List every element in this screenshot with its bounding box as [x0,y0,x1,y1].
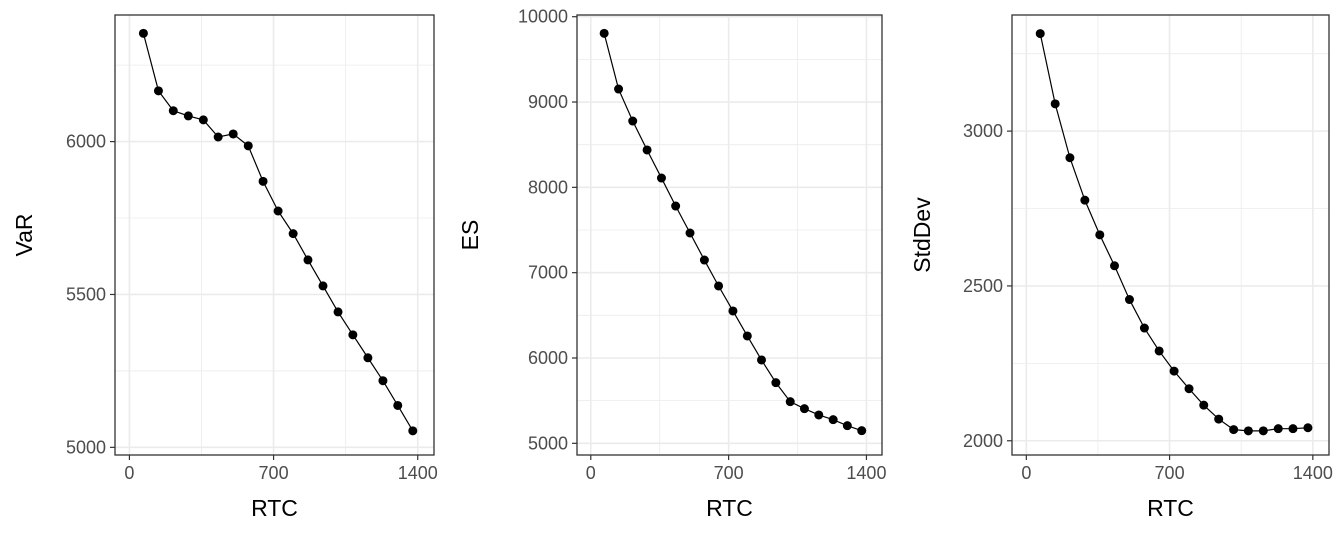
data-point [378,376,388,386]
x-tick-label: 0 [586,463,596,483]
data-point [1139,323,1149,333]
data-point [153,86,163,96]
data-point [1050,99,1060,109]
data-point [1273,424,1283,434]
data-point [348,330,358,340]
panel-border [1011,14,1330,456]
y-tick-label: 5000 [528,433,568,453]
data-point [1124,295,1134,305]
data-point [1110,261,1120,271]
panel-background [577,15,882,455]
x-tick-label: 700 [259,463,289,483]
data-point [1258,426,1268,436]
y-tick-label: 6000 [528,348,568,368]
panel-es: 0 700 1400 5000 6000 7000 8000 9000 10000 RTC ES [457,7,886,521]
data-point [1243,426,1253,436]
data-point [814,410,824,420]
y-tick-label: 5500 [66,284,106,304]
x-tick-label: 1400 [846,463,886,483]
x-tick-label: 1400 [1293,463,1333,483]
data-point [671,201,681,211]
data-point [742,331,752,341]
data-point [288,229,298,239]
y-tick-label: 2500 [963,276,1003,296]
data-point [1065,153,1075,163]
y-tick-label: 6000 [66,132,106,152]
x-tick-label: 0 [124,463,134,483]
data-point [828,415,838,425]
data-point [614,84,624,94]
data-point [1080,195,1090,205]
panel-background [115,15,434,455]
data-point [599,28,609,38]
x-tick-label: 700 [1155,463,1185,483]
y-axis-title: ES [457,220,483,251]
data-point [1229,425,1239,435]
data-point [842,421,852,431]
y-axis-title: VaR [11,213,37,256]
data-point [1303,423,1313,433]
data-point [138,28,148,38]
data-point [1184,384,1194,394]
data-point [799,404,809,414]
x-tick-label: 1400 [398,463,438,483]
panel-stddev: 0 700 1400 2000 2500 3000 RTC StdDev [909,14,1333,521]
data-point [318,281,328,291]
data-point [363,353,373,363]
data-point [258,176,268,186]
data-point [1199,400,1209,410]
y-tick-label: 2000 [963,431,1003,451]
data-point [1288,424,1298,434]
data-point [213,132,223,142]
data-point [228,129,238,139]
data-point [1095,230,1105,240]
data-point [857,426,867,436]
data-point [168,106,178,116]
data-point [303,255,313,265]
data-point [699,255,709,265]
data-point [1214,414,1224,424]
y-tick-label: 5000 [66,437,106,457]
data-point [273,206,283,216]
data-point [393,400,403,410]
panel-var: 0 700 1400 5000 5500 6000 RTC VaR [11,14,438,521]
y-tick-label: 9000 [528,92,568,112]
x-axis-title: RTC [251,495,298,521]
x-axis-title: RTC [1147,495,1194,521]
data-point [1035,29,1045,39]
y-tick-label: 8000 [528,177,568,197]
data-point [198,115,208,125]
data-point [408,426,418,436]
x-tick-label: 700 [714,463,744,483]
x-axis-title: RTC [706,495,753,521]
data-point [243,141,253,151]
x-tick-label: 0 [1021,463,1031,483]
data-point [656,173,666,183]
data-point [685,228,695,238]
data-point [1169,366,1179,376]
panel-border [114,14,435,456]
y-tick-label: 7000 [528,263,568,283]
data-point [333,307,343,317]
panel-border [576,14,883,456]
data-point [1154,346,1164,356]
data-point [183,111,193,121]
y-tick-label: 10000 [518,7,568,27]
y-tick-label: 3000 [963,121,1003,141]
data-point [785,397,795,407]
data-point [642,145,652,155]
data-point [728,306,738,316]
y-axis-title: StdDev [909,197,935,273]
panel-background [1012,15,1329,455]
data-point [628,116,638,126]
data-point [771,378,781,388]
data-point [756,355,766,365]
data-point [714,281,724,291]
